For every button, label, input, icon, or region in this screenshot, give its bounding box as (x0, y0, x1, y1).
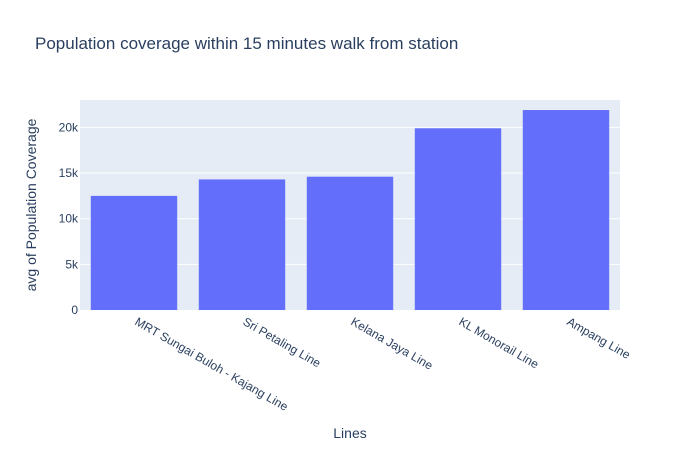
bar[interactable] (90, 195, 178, 310)
bars (90, 110, 610, 310)
y-tick-label: 20k (59, 120, 79, 134)
x-axis-title: Lines (333, 425, 366, 441)
y-axis-title: avg of Population Coverage (23, 118, 39, 291)
x-tick-label: Kelana Jaya Line (349, 314, 436, 372)
x-tick-label: Sri Petaling Line (241, 314, 324, 370)
bar[interactable] (522, 110, 610, 310)
bar[interactable] (414, 128, 502, 310)
y-tick-label: 0 (71, 303, 78, 317)
y-tick-label: 10k (59, 212, 79, 226)
y-tick-label: 5k (65, 257, 79, 271)
x-tick-label: Ampang Line (565, 314, 634, 362)
bar[interactable] (306, 176, 394, 310)
y-tick-label: 15k (59, 166, 79, 180)
y-tick-labels: 0 5k 10k 15k 20k (59, 120, 79, 317)
bar[interactable] (198, 179, 286, 310)
x-tick-label: KL Monorail Line (457, 314, 542, 371)
chart-title: Population coverage within 15 minutes wa… (35, 34, 459, 53)
